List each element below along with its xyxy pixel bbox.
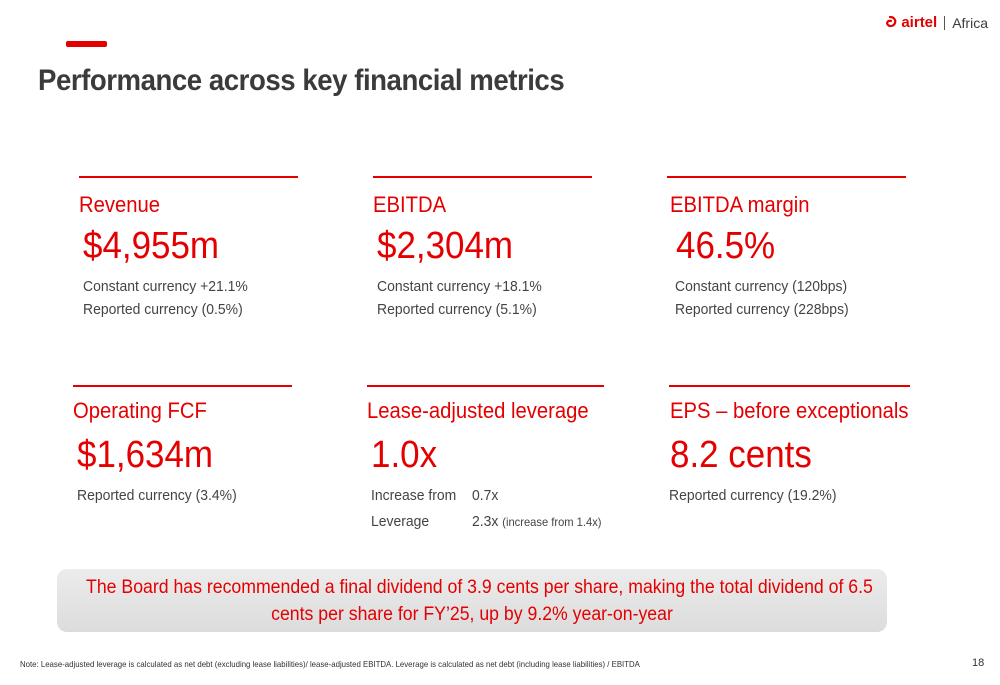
metric-label: EPS – before exceptionals bbox=[670, 398, 909, 423]
leverage-note: (increase from 1.4x) bbox=[502, 515, 602, 529]
metric-value: $4,955m bbox=[83, 225, 220, 267]
metric-label: Operating FCF bbox=[73, 398, 207, 423]
leverage-value-row: 2.3x (increase from 1.4x) bbox=[472, 513, 601, 530]
metric-detail: Constant currency (120bps) bbox=[675, 278, 848, 295]
dividend-callout-line: cents per share for FY’25, up by 9.2% ye… bbox=[271, 604, 673, 625]
metric-label: EBITDA bbox=[373, 192, 447, 217]
metric-value: 46.5% bbox=[676, 225, 776, 267]
logo-brand-text: airtel bbox=[901, 14, 938, 31]
metric-label: EBITDA margin bbox=[670, 192, 810, 217]
logo-divider bbox=[944, 15, 946, 30]
metric-detail: Constant currency +18.1% bbox=[377, 278, 542, 295]
metric-detail: Reported currency (19.2%) bbox=[669, 487, 837, 504]
airtel-africa-logo: airtel Africa bbox=[883, 14, 988, 31]
metric-rule bbox=[373, 176, 592, 178]
increase-label: Increase from bbox=[371, 487, 457, 504]
footnote: Note: Lease-adjusted leverage is calcula… bbox=[20, 659, 640, 669]
dividend-callout-line: The Board has recommended a final divide… bbox=[86, 577, 873, 598]
metric-rule bbox=[73, 385, 292, 387]
metric-label: Revenue bbox=[79, 192, 161, 217]
page-title: Performance across key financial metrics bbox=[38, 64, 565, 97]
metric-rule bbox=[367, 385, 604, 387]
page-number: 18 bbox=[972, 657, 985, 669]
logo-region-text: Africa bbox=[952, 14, 988, 31]
dividend-callout: The Board has recommended a final divide… bbox=[57, 569, 887, 632]
metric-detail: Reported currency (3.4%) bbox=[77, 487, 237, 504]
leverage-label: Leverage bbox=[371, 513, 430, 530]
metric-rule bbox=[667, 176, 906, 178]
airtel-swirl-icon bbox=[886, 15, 897, 27]
metric-detail: Reported currency (228bps) bbox=[675, 301, 849, 318]
leverage-value: 2.3x bbox=[472, 513, 499, 530]
metric-detail: Reported currency (0.5%) bbox=[83, 301, 243, 318]
metric-rule bbox=[79, 176, 298, 178]
metric-detail: Reported currency (5.1%) bbox=[377, 301, 537, 318]
increase-value: 0.7x bbox=[472, 487, 499, 504]
metric-rule bbox=[669, 385, 910, 387]
metric-value: $2,304m bbox=[377, 225, 514, 267]
metric-label: Lease-adjusted leverage bbox=[367, 398, 589, 423]
metric-detail: Constant currency +21.1% bbox=[83, 278, 248, 295]
metric-value: $1,634m bbox=[77, 434, 214, 476]
metric-value: 8.2 cents bbox=[670, 434, 812, 476]
metric-value: 1.0x bbox=[371, 434, 438, 476]
title-accent-bar bbox=[66, 41, 107, 47]
